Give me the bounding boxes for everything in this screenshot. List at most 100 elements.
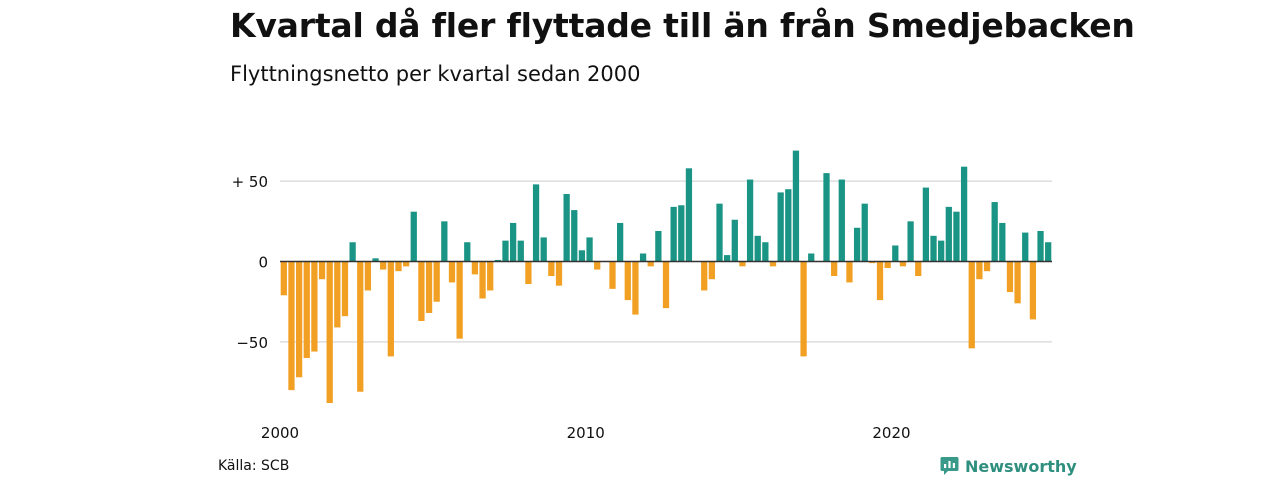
bar <box>410 211 417 262</box>
bar <box>846 261 853 283</box>
bar <box>402 261 410 267</box>
bar <box>647 261 654 267</box>
bar <box>1022 232 1029 262</box>
bar <box>876 261 884 301</box>
bar <box>708 261 715 280</box>
bar <box>563 194 570 262</box>
bar <box>448 261 456 283</box>
bar <box>318 261 326 280</box>
bar <box>777 192 784 262</box>
bar <box>509 222 517 262</box>
bar <box>861 203 868 262</box>
bar <box>945 206 952 262</box>
bar <box>418 261 425 322</box>
bar <box>425 261 433 313</box>
bar <box>639 253 647 262</box>
bar <box>326 261 333 403</box>
bar <box>907 221 914 262</box>
bar <box>1014 261 1021 304</box>
bar <box>525 261 532 285</box>
bar <box>701 261 708 291</box>
bar <box>540 237 547 262</box>
bar <box>655 230 662 262</box>
bar <box>578 250 586 262</box>
bar <box>678 205 685 262</box>
bar <box>991 202 998 262</box>
bar <box>823 173 830 262</box>
bar <box>922 187 930 262</box>
bar <box>1006 261 1014 293</box>
bar <box>609 261 616 289</box>
bar <box>1029 261 1037 320</box>
y-tick-label: −50 <box>236 334 268 352</box>
bar <box>517 240 524 262</box>
chart-title: Kvartal då fler flyttade till än från Sm… <box>230 6 1135 45</box>
bar <box>632 261 639 315</box>
bar <box>968 261 975 349</box>
bar <box>785 189 792 262</box>
bar <box>303 261 310 358</box>
bar <box>617 222 624 262</box>
chart-subtitle: Flyttningsnetto per kvartal sedan 2000 <box>230 62 641 86</box>
bar <box>624 261 631 301</box>
bar <box>884 261 891 268</box>
bar <box>899 261 907 267</box>
newsworthy-brand[interactable]: Newsworthy <box>940 456 1077 476</box>
bar <box>349 242 356 262</box>
bar <box>808 253 815 262</box>
bar <box>372 258 379 262</box>
bar <box>586 237 593 262</box>
bar <box>892 245 899 262</box>
bar <box>502 240 509 262</box>
bar <box>838 179 845 262</box>
bar <box>746 179 754 262</box>
bar <box>395 261 402 272</box>
bar <box>594 261 601 270</box>
bar <box>288 261 295 391</box>
grid-layer <box>280 180 1052 343</box>
bar <box>1037 230 1044 262</box>
bar <box>930 235 937 262</box>
bar <box>571 210 578 262</box>
bar <box>754 235 761 262</box>
bar <box>280 261 287 296</box>
bar-chart: + 50 0 −50 2000 2010 2020 <box>232 150 1052 442</box>
bar <box>953 211 960 262</box>
bar <box>311 261 318 352</box>
axes: + 50 0 −50 2000 2010 2020 <box>232 173 1052 442</box>
bar <box>662 261 670 309</box>
bar <box>464 242 471 262</box>
bar <box>441 221 448 262</box>
bar <box>1045 242 1052 262</box>
bar <box>685 168 693 262</box>
x-tick-label: 2020 <box>872 424 910 442</box>
bar <box>716 203 723 262</box>
bar <box>769 261 777 267</box>
bar <box>471 261 479 275</box>
bar <box>670 206 677 262</box>
bar <box>960 166 968 262</box>
bar <box>938 240 945 262</box>
bar <box>548 261 555 276</box>
bar <box>364 261 372 291</box>
bar <box>915 261 922 276</box>
bar <box>295 261 303 378</box>
source-note: Källa: SCB <box>218 458 290 474</box>
bar <box>341 261 349 317</box>
x-tick-label: 2000 <box>261 424 299 442</box>
y-tick-label: 0 <box>258 254 268 272</box>
bar <box>731 219 738 262</box>
bar <box>724 255 731 262</box>
bar <box>983 261 991 272</box>
newsworthy-logo-icon <box>940 457 959 475</box>
bar <box>387 261 394 357</box>
bar <box>999 222 1006 262</box>
bar <box>532 184 540 262</box>
bar <box>433 261 440 302</box>
bar <box>479 261 486 299</box>
bar <box>334 261 341 328</box>
bar <box>976 261 983 280</box>
bar <box>555 261 563 286</box>
y-tick-label: + 50 <box>232 173 268 191</box>
x-tick-label: 2010 <box>567 424 605 442</box>
